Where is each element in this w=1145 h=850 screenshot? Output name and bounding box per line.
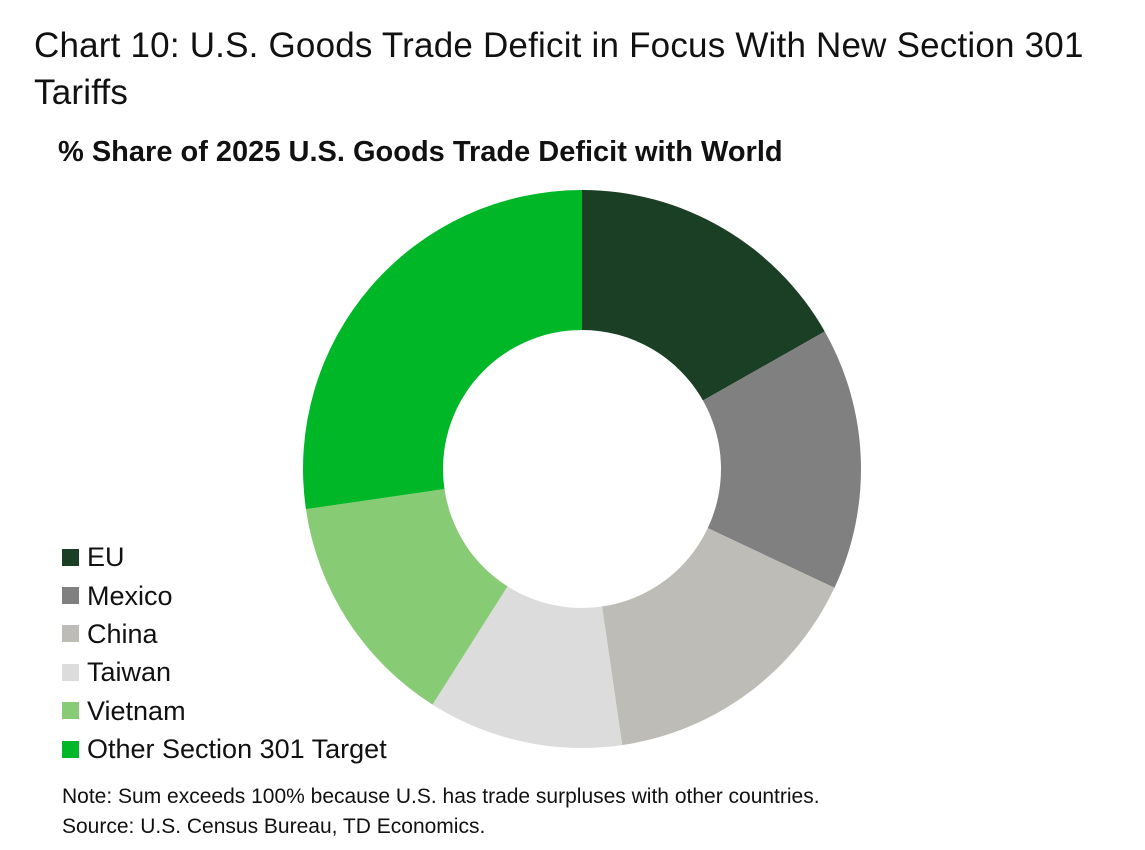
slice-china — [602, 528, 835, 746]
legend-swatch — [62, 548, 79, 566]
legend-item-china: China — [62, 615, 387, 653]
legend-label: Mexico — [87, 580, 173, 611]
chart-legend: EU Mexico China Taiwan Vietnam Other Section … — [62, 538, 387, 768]
legend-label: China — [87, 618, 158, 649]
legend-label: EU — [87, 542, 125, 573]
footnotes: Note: Sum exceeds 100% because U.S. has … — [62, 782, 820, 842]
legend-label: Taiwan — [87, 657, 172, 688]
slice-eu — [582, 190, 825, 401]
legend-item-mexico: Mexico — [62, 576, 387, 614]
legend-swatch — [62, 702, 79, 720]
legend-label: Other Section 301 Target — [87, 734, 387, 765]
legend-item-taiwan: Taiwan — [62, 653, 387, 691]
slice-taiwan — [432, 586, 623, 748]
legend-swatch — [62, 740, 79, 758]
note-text: Note: Sum exceeds 100% because U.S. has … — [62, 785, 820, 808]
legend-item-vietnam: Vietnam — [62, 692, 387, 730]
legend-swatch — [62, 587, 79, 605]
slice-vietnam — [305, 489, 508, 705]
legend-swatch — [62, 625, 79, 643]
legend-item-eu: EU — [62, 538, 387, 576]
slice-mexico — [702, 331, 861, 588]
legend-label: Vietnam — [87, 695, 186, 726]
source-text: Source: U.S. Census Bureau, TD Economics… — [62, 815, 486, 838]
legend-swatch — [62, 663, 79, 681]
legend-item-other-section-301-target: Other Section 301 Target — [62, 730, 387, 768]
slice-other-section-301-target — [303, 190, 582, 510]
chart-title: Chart 10: U.S. Goods Trade Deficit in Fo… — [34, 26, 1084, 112]
chart-subtitle: % Share of 2025 U.S. Goods Trade Deficit… — [58, 136, 783, 168]
